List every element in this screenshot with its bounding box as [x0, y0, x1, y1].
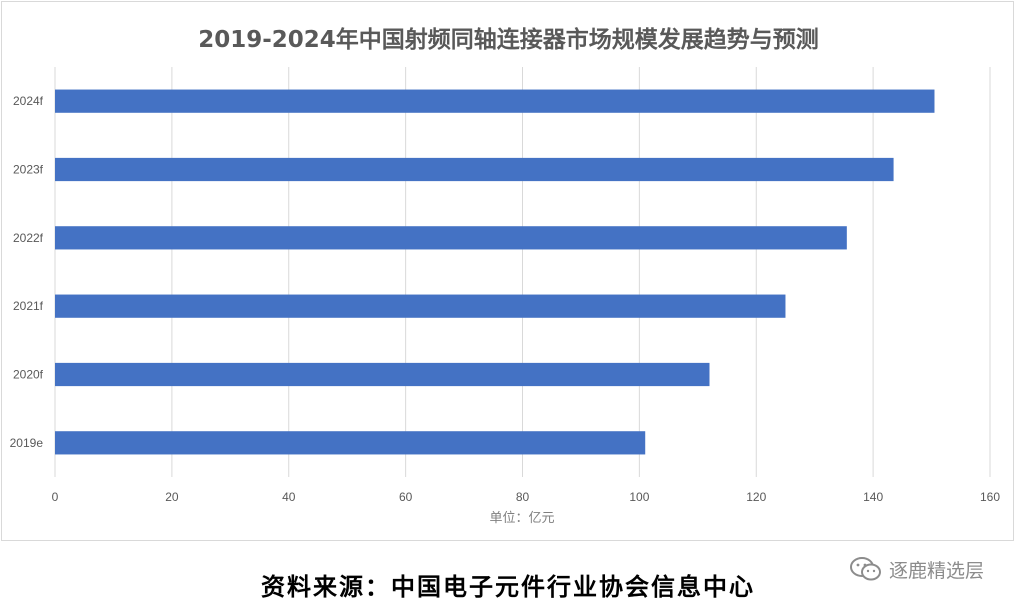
bar-2020f	[55, 362, 710, 387]
category-label: 2019e	[10, 436, 44, 450]
x-axis-title: 单位：亿元	[489, 511, 554, 526]
category-label: 2023f	[13, 163, 44, 177]
x-tick-label: 160	[980, 490, 1000, 504]
category-labels: 2019e 2020f 2021f 2022f 2023f 2024f	[10, 94, 44, 450]
bar-2019e	[55, 431, 646, 455]
bar-2022f	[55, 226, 847, 250]
value-tick-labels: 0 20 40 60 80 100 120 140 160	[52, 490, 1001, 504]
x-tick-label: 0	[52, 490, 59, 504]
chart-title: 2019-2024年中国射频同轴连接器市场规模发展趋势与预测	[198, 27, 819, 53]
x-tick-label: 20	[165, 490, 179, 504]
wechat-icon	[849, 557, 881, 581]
gridlines	[54, 67, 991, 477]
watermark-text: 逐鹿精选层	[888, 559, 984, 582]
category-label: 2020f	[13, 368, 44, 382]
category-label: 2024f	[13, 94, 44, 108]
chart-frame: 2019-2024年中国射频同轴连接器市场规模发展趋势与预测 2019e 2020…	[1, 1, 1014, 541]
watermark: 逐鹿精选层	[849, 555, 984, 583]
category-label: 2021f	[13, 299, 44, 313]
bar-2023f	[55, 157, 894, 182]
x-tick-label: 120	[746, 490, 766, 504]
bars	[55, 89, 935, 455]
x-tick-label: 100	[629, 490, 649, 504]
source-note: 资料来源：中国电子元件行业协会信息中心	[261, 572, 755, 601]
x-tick-label: 80	[516, 490, 530, 504]
x-tick-label: 140	[863, 490, 883, 504]
bar-2024f	[55, 89, 935, 113]
x-tick-label: 60	[399, 490, 413, 504]
category-label: 2022f	[13, 231, 44, 245]
bar-chart: 2019e 2020f 2021f 2022f 2023f 2024f 0 20 40 60 80…	[10, 67, 1001, 526]
bar-2021f	[55, 294, 786, 318]
x-tick-label: 40	[282, 490, 296, 504]
